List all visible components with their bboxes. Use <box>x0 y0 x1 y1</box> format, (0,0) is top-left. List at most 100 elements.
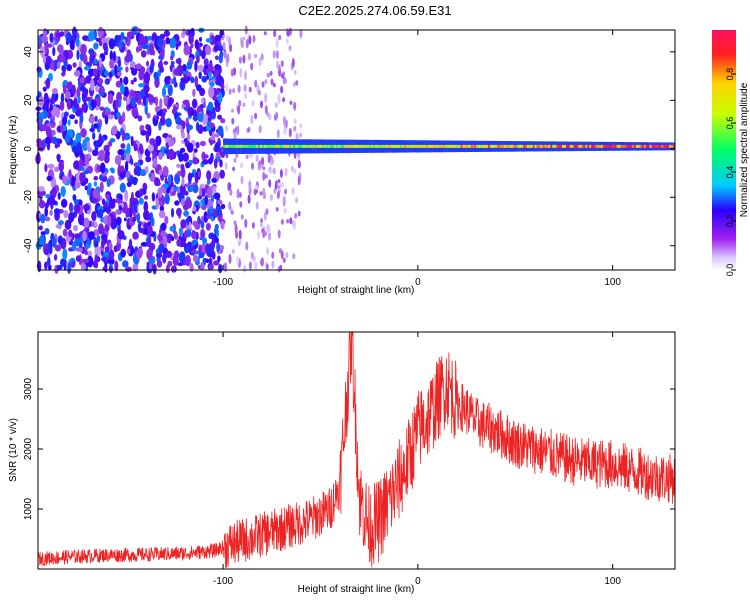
spectrogram-cell <box>283 127 287 135</box>
spectrogram-cell <box>64 219 72 230</box>
spectrogram-cell <box>415 144 419 148</box>
spectrogram-cell <box>73 70 81 77</box>
spectrogram-cell <box>123 95 127 102</box>
spectrogram-cell <box>164 215 169 225</box>
spectrogram-cell <box>114 260 119 272</box>
spectrogram-cell <box>567 144 571 148</box>
spectrogram-cell <box>109 138 116 143</box>
spectrogram-cell <box>103 144 110 153</box>
spectrogram-cell <box>63 210 69 218</box>
spectrogram-cell <box>254 144 257 148</box>
spectrogram-cell <box>114 155 122 165</box>
spectrogram-cell <box>137 222 142 231</box>
spectrogram-cell <box>49 209 53 216</box>
spectrogram-cell <box>90 99 97 109</box>
spectrogram-cell <box>236 255 240 265</box>
spectrogram-cell <box>167 174 172 186</box>
spectrogram-cell <box>75 255 81 262</box>
spectrogram-cell <box>390 144 393 148</box>
spectrogram-cell <box>217 125 224 137</box>
spectrogram-cell <box>240 175 244 185</box>
spectrogram-cell <box>443 144 446 148</box>
spectrogram-cell <box>104 51 108 56</box>
spectrogram-cell <box>265 208 269 216</box>
spectrogram-cell <box>68 169 72 178</box>
spectrogram-cell <box>55 224 62 229</box>
spectrogram-cell <box>251 162 254 170</box>
spectrogram-cell <box>396 144 399 148</box>
spectrogram-cell <box>79 77 85 84</box>
spectrogram-cell <box>186 228 192 238</box>
spectrogram-y-ticks: -40 -20 0 20 40 <box>23 46 675 253</box>
spectrogram-cell <box>115 198 122 204</box>
spectrogram-cell <box>130 91 136 97</box>
spectrogram-cell <box>163 83 170 88</box>
spectrogram-cell <box>170 207 175 218</box>
spectrogram-cell <box>601 144 604 148</box>
spectrogram-cell <box>554 144 557 148</box>
spectrogram-cell <box>239 201 243 208</box>
spectrogram-cell <box>155 197 160 210</box>
spectrogram-cell <box>316 144 319 148</box>
spectrogram-cell <box>161 86 167 98</box>
spectrogram-cell <box>206 170 212 181</box>
spectrogram-cell <box>552 144 555 148</box>
spectrogram-cell <box>73 160 81 170</box>
figure-title: C2E2.2025.274.06.59.E31 <box>298 3 451 18</box>
spectrogram-cell <box>286 219 290 224</box>
spectrogram-cell <box>382 144 385 148</box>
spectrogram-cell <box>224 262 227 273</box>
spectrogram-cell <box>49 118 54 125</box>
spectrogram-cell <box>406 144 409 148</box>
spectrogram-cell <box>102 175 108 182</box>
spectrogram-cell <box>254 261 258 270</box>
spectrogram-cell <box>280 219 284 225</box>
spectrogram-cell <box>655 144 658 148</box>
spectrogram-cell <box>122 111 126 123</box>
spectrogram-cell <box>176 239 182 247</box>
spectrogram-cell <box>82 54 88 65</box>
spectrogram-cell <box>158 151 163 160</box>
spectrogram-cell <box>294 213 298 219</box>
spectrogram-cell <box>205 44 212 56</box>
spectrogram-cell <box>74 237 81 247</box>
spectrogram-cell <box>240 144 243 148</box>
spectrogram-cell <box>179 184 186 195</box>
spectrogram-cell <box>115 216 122 226</box>
spectrogram-cell <box>271 251 275 259</box>
spectrogram-cell <box>606 144 609 148</box>
spectrogram-cell <box>130 79 135 85</box>
spectrogram-cell <box>38 96 45 107</box>
spectrogram-cell <box>58 220 64 226</box>
spectrogram-cell <box>49 97 56 105</box>
spectrogram-cell <box>196 84 202 92</box>
spectrogram-cell <box>425 144 428 148</box>
spectrogram-cell <box>129 208 133 219</box>
spectrogram-cell <box>208 71 212 78</box>
spectrogram-cell <box>661 144 664 148</box>
spectrogram-cell <box>583 144 586 148</box>
spectrogram-cell <box>245 154 249 160</box>
spectrogram-cell <box>338 144 341 148</box>
spectrogram-cell <box>147 35 152 41</box>
spectrogram-cell <box>166 238 172 244</box>
spectrogram-cell <box>38 225 43 231</box>
spectrogram-cell <box>90 221 95 227</box>
spectrogram-cell <box>192 157 199 165</box>
spectrogram-cell <box>48 264 52 271</box>
spectrogram-cell <box>37 124 43 131</box>
spectrogram-cell <box>240 39 244 49</box>
spectrogram-cell <box>135 46 140 53</box>
spectrogram-cell <box>271 159 275 164</box>
spectrogram-cell <box>285 144 288 148</box>
spectrogram-cell <box>262 187 266 198</box>
spectrogram-cell <box>250 115 254 125</box>
spectrogram-cell <box>299 132 303 138</box>
spectrogram-cell <box>225 82 229 92</box>
spectrogram-cell <box>66 64 72 72</box>
spectrogram-cell <box>132 216 137 223</box>
spectrogram-cell <box>99 162 106 174</box>
spectrogram-cell <box>133 111 139 116</box>
spectrogram-cell <box>669 144 672 148</box>
spectrogram-cell <box>101 198 106 205</box>
